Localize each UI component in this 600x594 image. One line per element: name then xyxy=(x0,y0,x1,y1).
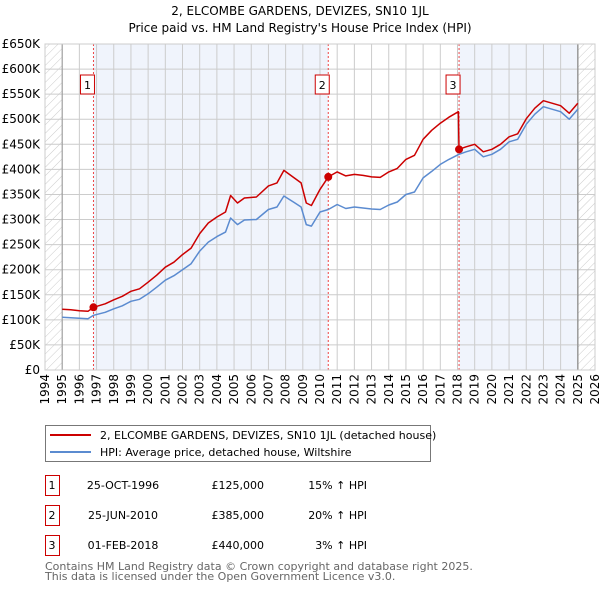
row-price: £440,000 xyxy=(212,539,265,552)
x-tick-label: 2026 xyxy=(588,374,600,405)
legend-box xyxy=(45,425,431,462)
x-tick-label: 1995 xyxy=(55,374,69,405)
shaded-period xyxy=(93,44,329,370)
footer-licence: This data is licensed under the Open Gov… xyxy=(44,570,395,583)
transaction-point xyxy=(89,303,98,312)
x-tick-label: 2004 xyxy=(210,374,224,405)
x-tick-label: 2005 xyxy=(227,374,241,405)
table-row: 2 25-JUN-2010 £385,000 20% ↑ HPI xyxy=(45,505,367,526)
y-tick-label: £50K xyxy=(9,338,41,352)
x-tick-label: 2012 xyxy=(347,374,361,405)
table-row: 1 25-OCT-1996 £125,000 15% ↑ HPI xyxy=(45,475,367,496)
row-marker-number: 2 xyxy=(49,509,56,522)
transaction-label-box xyxy=(445,74,461,95)
x-tick-label: 2025 xyxy=(571,374,585,405)
transaction-label: 3 xyxy=(450,79,457,92)
x-tick-label: 2018 xyxy=(451,374,465,405)
x-tick-label: 2003 xyxy=(193,374,207,405)
y-tick-label: £500K xyxy=(2,112,42,126)
row-price: £125,000 xyxy=(212,479,265,492)
x-tick-label: 2016 xyxy=(416,374,430,405)
footer-copyright: Contains HM Land Registry data © Crown c… xyxy=(45,560,473,573)
x-tick-label: 2023 xyxy=(536,374,550,405)
y-tick-label: £400K xyxy=(2,162,42,176)
transaction-point xyxy=(455,145,464,154)
x-tick-label: 2008 xyxy=(279,374,293,405)
x-tick-label: 1998 xyxy=(107,374,121,405)
row-hpi-change: 15% ↑ HPI xyxy=(308,479,367,492)
hpi-series-line xyxy=(62,105,579,320)
x-tick-label: 2024 xyxy=(554,374,568,405)
x-tick-label: 2011 xyxy=(330,374,344,405)
y-tick-label: £150K xyxy=(2,288,42,302)
legend-label: HPI: Average price, detached house, Wilt… xyxy=(100,446,352,459)
y-tick-label: £300K xyxy=(2,213,42,227)
row-date: 01-FEB-2018 xyxy=(88,539,159,552)
transaction-point xyxy=(324,172,333,181)
x-tick-label: 2015 xyxy=(399,374,413,405)
x-tick-label: 1996 xyxy=(72,374,86,405)
legend: 2, ELCOMBE GARDENS, DEVIZES, SN10 1JL (d… xyxy=(45,425,436,462)
x-tick-label: 1997 xyxy=(90,374,104,405)
chart-subtitle: Price paid vs. HM Land Registry's House … xyxy=(128,21,471,35)
transaction-label: 2 xyxy=(319,79,326,92)
transaction-label-box xyxy=(79,74,95,95)
row-marker-box xyxy=(45,535,60,556)
hatched-region-before xyxy=(45,44,63,370)
x-tick-label: 2006 xyxy=(244,374,258,405)
x-tick-label: 2009 xyxy=(296,374,310,405)
row-price: £385,000 xyxy=(212,509,265,522)
row-date: 25-OCT-1996 xyxy=(87,479,159,492)
row-marker-number: 3 xyxy=(49,539,56,552)
y-tick-label: £200K xyxy=(2,263,42,277)
x-tick-label: 2000 xyxy=(141,374,155,405)
hatched-region-after xyxy=(577,44,595,370)
x-tick-label: 2021 xyxy=(502,374,516,405)
row-marker-number: 1 xyxy=(49,479,56,492)
x-tick-label: 2010 xyxy=(313,374,327,405)
x-tick-label: 2022 xyxy=(519,374,533,405)
property-series-line xyxy=(62,99,579,313)
x-tick-label: 2020 xyxy=(485,374,499,405)
row-date: 25-JUN-2010 xyxy=(88,509,158,522)
y-tick-label: £550K xyxy=(2,87,42,101)
plot-border xyxy=(44,43,596,371)
row-marker-box xyxy=(45,475,60,496)
x-tick-label: 2019 xyxy=(468,374,482,405)
x-tick-label: 2017 xyxy=(433,374,447,405)
y-tick-label: £350K xyxy=(2,187,42,201)
x-tick-label: 1999 xyxy=(124,374,138,405)
x-tick-label: 1994 xyxy=(38,374,52,405)
y-tick-label: £0 xyxy=(25,363,40,377)
x-tick-label: 2001 xyxy=(158,374,172,405)
x-tick-label: 2013 xyxy=(365,374,379,405)
x-tick-label: 2002 xyxy=(176,374,190,405)
x-tick-label: 2014 xyxy=(382,374,396,405)
row-hpi-change: 20% ↑ HPI xyxy=(308,509,367,522)
table-row: 3 01-FEB-2018 £440,000 3% ↑ HPI xyxy=(45,535,367,556)
y-tick-label: £450K xyxy=(2,137,42,151)
y-tick-label: £100K xyxy=(2,313,42,327)
row-hpi-change: 3% ↑ HPI xyxy=(315,539,367,552)
y-tick-label: £600K xyxy=(2,62,42,76)
x-tick-label: 2007 xyxy=(261,374,275,405)
y-tick-label: £650K xyxy=(2,37,42,51)
shaded-period xyxy=(459,44,578,370)
y-tick-label: £250K xyxy=(2,238,42,252)
transaction-label-box xyxy=(314,74,330,95)
row-marker-box xyxy=(45,505,60,526)
legend-label: 2, ELCOMBE GARDENS, DEVIZES, SN10 1JL (d… xyxy=(100,429,436,442)
chart-title: 2, ELCOMBE GARDENS, DEVIZES, SN10 1JL xyxy=(171,4,429,18)
transaction-label: 1 xyxy=(84,79,91,92)
